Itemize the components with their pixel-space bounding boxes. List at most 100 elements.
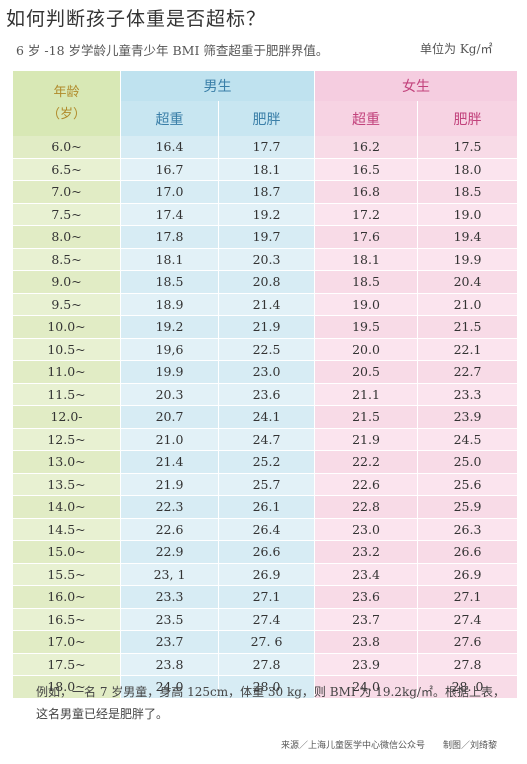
age-cell: 18.0~ [12,675,121,699]
girl-obese-cell: 25.0 [417,450,518,474]
boy-overweight-cell: 21.4 [120,450,219,474]
boy-obese-cell: 27.8 [218,653,315,676]
age-cell: 11.5~ [12,383,121,406]
age-cell: 8.0~ [12,225,121,249]
age-cell: 10.5~ [12,338,121,361]
table-row: 8.0~ 17.8 19.7 17.6 19.4 [12,225,518,249]
table-row: 14.0~ 22.3 26.1 22.8 25.9 [12,495,518,519]
boy-obese-cell: 20.8 [218,270,315,294]
age-cell: 6.5~ [12,158,121,181]
girl-obese-cell: 19.0 [417,203,518,226]
girl-overweight-cell: 19.5 [314,315,418,339]
age-cell: 15.5~ [12,563,121,586]
girl-overweight-cell: 19.0 [314,293,418,316]
boy-overweight-cell: 23.7 [120,630,219,654]
table-row: 9.5~ 18.9 21.4 19.0 21.0 [12,293,518,316]
girl-obese-cell: 18.0 [417,158,518,181]
bmi-table: 年龄 （岁） 男生 女生 超重 肥胖 超重 肥胖 6.0~ 16.4 17.7 16.… [12,71,518,699]
girl-overweight-cell: 23.0 [314,518,418,541]
boy-overweight-cell: 18.5 [120,270,219,294]
boy-overweight-cell: 17.4 [120,203,219,226]
boy-obese-cell: 23.6 [218,383,315,406]
boy-obese-cell: 22.5 [218,338,315,361]
boy-overweight-cell: 17.8 [120,225,219,249]
age-cell: 17.5~ [12,653,121,676]
girl-obese-cell: 21.0 [417,293,518,316]
table-row: 11.0~ 19.9 23.0 20.5 22.7 [12,360,518,384]
girl-obese-cell: 20.4 [417,270,518,294]
boy-obese-cell: 24.7 [218,428,315,451]
girl-obese-cell: 18.5 [417,180,518,204]
girl-obese-cell: 26.3 [417,518,518,541]
age-cell: 7.0~ [12,180,121,204]
age-cell: 11.0~ [12,360,121,384]
boy-overweight-cell: 23.3 [120,585,219,609]
table-row: 8.5~ 18.1 20.3 18.1 19.9 [12,248,518,271]
girl-overweight-cell: 22.6 [314,473,418,496]
girl-overweight-cell: 18.1 [314,248,418,271]
source-credit: 来源／上海儿童医学中心微信公众号 制图／刘绮黎 [280,741,497,751]
boy-overweight-cell: 16.7 [120,158,219,181]
girl-obese-cell: 19.4 [417,225,518,249]
boy-overweight-cell: 23.5 [120,608,219,631]
table-row: 12.0- 20.7 24.1 21.5 23.9 [12,405,518,429]
example-note: 例如，一名 7 岁男童，身高 125cm，体重 30 kg，则 BMI 为 19… [36,685,505,721]
boy-overweight-cell: 19.9 [120,360,219,384]
boy-overweight-cell: 19.2 [120,315,219,339]
table-row: 6.5~ 16.7 18.1 16.5 18.0 [12,158,518,181]
age-cell: 16.0~ [12,585,121,609]
girl-overweight-cell: 23.4 [314,563,418,586]
age-cell: 6.0~ [12,136,121,159]
boy-overweight-cell: 18.9 [120,293,219,316]
girl-obese-cell: 23.3 [417,383,518,406]
age-cell: 8.5~ [12,248,121,271]
boy-obese-cell: 21.9 [218,315,315,339]
page-title: 如何判断孩子体重是否超标？ [6,8,267,30]
girl-overweight-cell: 22.2 [314,450,418,474]
girl-overweight-cell: 23.7 [314,608,418,631]
boy-obese-cell: 19.2 [218,203,315,226]
girl-obese-cell: 23.9 [417,405,518,429]
girl-obese-header: 肥胖 [417,101,518,136]
girl-obese-cell: 17.5 [417,136,518,159]
boy-obese-cell: 20.3 [218,248,315,271]
boy-overweight-cell: 17.0 [120,180,219,204]
table-row: 17.5~ 23.8 27.8 23.9 27.8 [12,653,518,676]
girl-obese-cell: 21.5 [417,315,518,339]
boy-overweight-cell: 18.1 [120,248,219,271]
girl-overweight-cell: 23.8 [314,630,418,654]
girl-overweight-cell: 24.0 [314,675,418,699]
table-row: 16.5~ 23.5 27.4 23.7 27.4 [12,608,518,631]
boy-overweight-cell: 22.9 [120,540,219,564]
girl-overweight-cell: 17.2 [314,203,418,226]
boy-obese-cell: 26.1 [218,495,315,519]
age-cell: 13.0~ [12,450,121,474]
table-row: 12.5~ 21.0 24.7 21.9 24.5 [12,428,518,451]
unit-label: 单位为 Kg/㎡ [420,42,493,56]
girl-overweight-cell: 21.5 [314,405,418,429]
boy-obese-cell: 26.4 [218,518,315,541]
girl-overweight-cell: 22.8 [314,495,418,519]
girl-overweight-cell: 16.2 [314,136,418,159]
girl-overweight-cell: 23.2 [314,540,418,564]
boy-obese-cell: 23.0 [218,360,315,384]
age-cell: 13.5~ [12,473,121,496]
boy-obese-cell: 27.1 [218,585,315,609]
table-row: 15.0~ 22.9 26.6 23.2 26.6 [12,540,518,564]
boy-obese-cell: 26.6 [218,540,315,564]
age-cell: 9.5~ [12,293,121,316]
boy-overweight-cell: 22.6 [120,518,219,541]
table-row: 10.0~ 19.2 21.9 19.5 21.5 [12,315,518,339]
girl-overweight-cell: 16.8 [314,180,418,204]
page-subtitle: 6 岁 -18 岁学龄儿童青少年 BMI 筛查超重于肥胖界值。 [16,43,329,58]
girl-obese-cell: 28. 0 [417,675,518,699]
girl-overweight-cell: 21.1 [314,383,418,406]
boy-group-header: 男生 [120,71,315,101]
boy-overweight-cell: 22.3 [120,495,219,519]
boy-obese-cell: 27.4 [218,608,315,631]
boy-overweight-cell: 21.9 [120,473,219,496]
boy-overweight-cell: 23, 1 [120,563,219,586]
age-cell: 10.0~ [12,315,121,339]
age-cell: 17.0~ [12,630,121,654]
bmi-table-body: 6.0~ 16.4 17.7 16.2 17.5 6.5~ 16.7 18.1 16.5 18.0… [12,136,518,699]
